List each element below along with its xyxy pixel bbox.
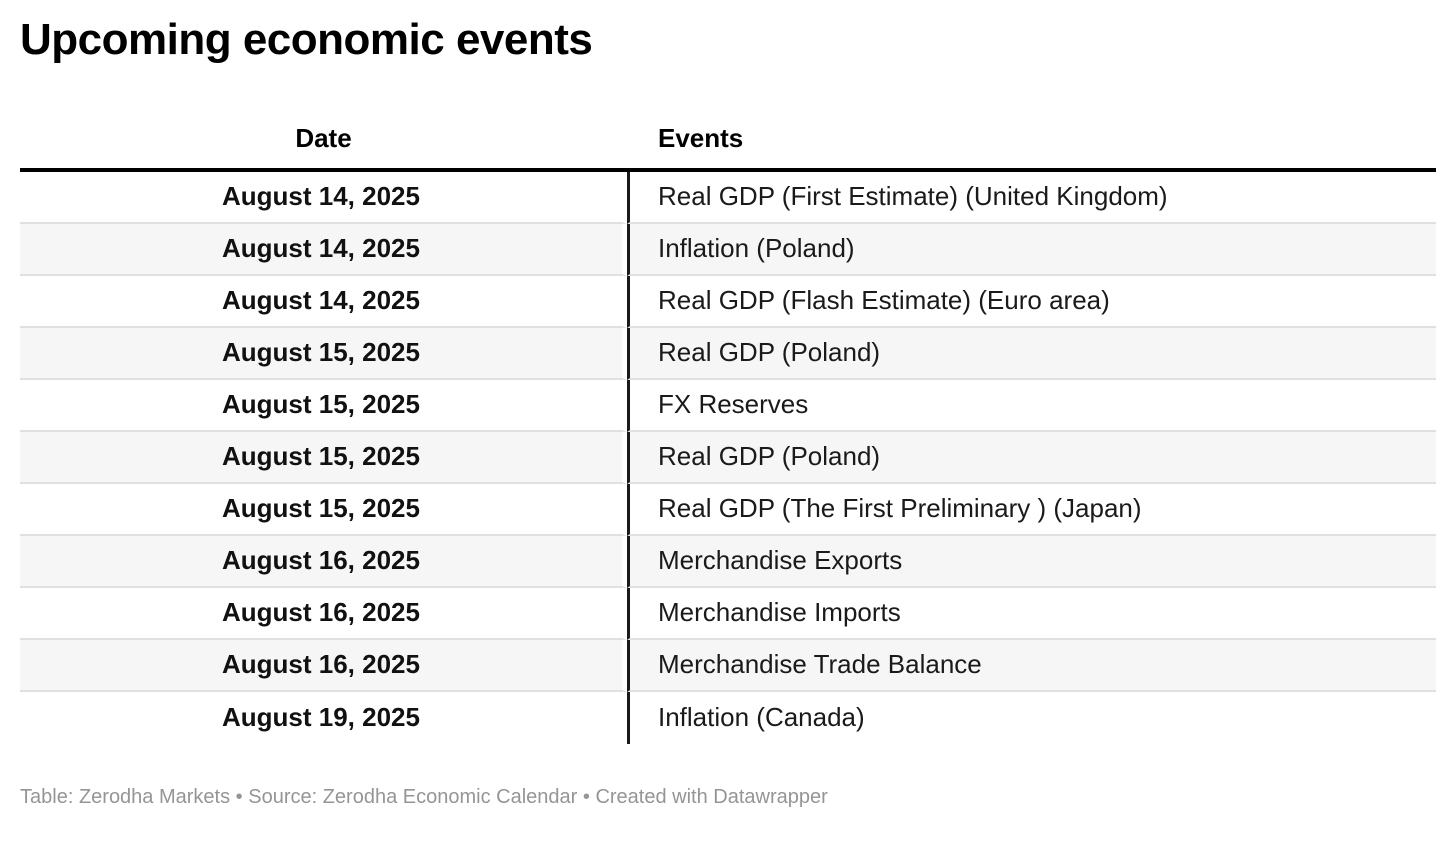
- header-rule: [20, 167, 1436, 172]
- page-title: Upcoming economic events: [20, 15, 593, 64]
- date-cell: August 16, 2025: [20, 639, 627, 692]
- event-cell: Merchandise Trade Balance: [627, 639, 1436, 692]
- date-cell: August 14, 2025: [20, 171, 627, 224]
- events-table-wrap: Date Events August 14, 2025 Real GDP (Fir…: [20, 110, 1436, 744]
- table-credit-link[interactable]: Zerodha Markets: [78, 785, 231, 808]
- date-cell: August 16, 2025: [20, 535, 627, 588]
- date-cell: August 14, 2025: [20, 275, 627, 328]
- events-table: August 14, 2025 Real GDP (First Estimate)…: [20, 171, 1436, 744]
- footer-separator: •: [577, 785, 596, 808]
- page-container: Upcoming economic events Date Events Aug…: [0, 14, 1456, 810]
- event-cell: Inflation (Poland): [627, 223, 1436, 276]
- event-cell: Merchandise Exports: [627, 535, 1436, 588]
- table-row: August 14, 2025 Real GDP (First Estimate)…: [20, 171, 1436, 224]
- date-cell: August 15, 2025: [20, 483, 627, 536]
- table-row: August 14, 2025 Real GDP (Flash Estimate)…: [20, 275, 1436, 328]
- table-row: August 16, 2025 Merchandise Imports: [20, 587, 1436, 640]
- table-row: August 15, 2025 Real GDP (The First Preli…: [20, 483, 1436, 536]
- date-cell: August 14, 2025: [20, 223, 627, 276]
- table-row: August 16, 2025 Merchandise Exports: [20, 535, 1436, 588]
- datawrapper-credit-link[interactable]: Created with Datawrapper: [595, 785, 828, 808]
- event-cell: Real GDP (Poland): [627, 431, 1436, 484]
- event-cell: Inflation (Canada): [627, 691, 1436, 744]
- source-credit-link[interactable]: Zerodha Economic Calendar: [322, 785, 578, 808]
- date-cell: August 19, 2025: [20, 691, 627, 744]
- column-header-events: Events: [658, 123, 744, 154]
- date-cell: August 15, 2025: [20, 431, 627, 484]
- event-cell: Real GDP (The First Preliminary ) (Japan…: [627, 483, 1436, 536]
- table-row: August 16, 2025 Merchandise Trade Balance: [20, 639, 1436, 692]
- attribution-footer: Table: Zerodha Markets • Source: Zerodha…: [20, 784, 1436, 810]
- date-cell: August 15, 2025: [20, 379, 627, 432]
- event-cell: Merchandise Imports: [627, 587, 1436, 640]
- event-cell: Real GDP (Flash Estimate) (Euro area): [627, 275, 1436, 328]
- date-cell: August 16, 2025: [20, 587, 627, 640]
- footer-separator: •: [230, 785, 249, 808]
- table-credit-label: Table:: [20, 785, 79, 808]
- event-cell: FX Reserves: [627, 379, 1436, 432]
- table-row: August 15, 2025 Real GDP (Poland): [20, 431, 1436, 484]
- table-row: August 15, 2025 Real GDP (Poland): [20, 327, 1436, 380]
- table-body: August 14, 2025 Real GDP (First Estimate)…: [20, 171, 1436, 744]
- table-row: August 15, 2025 FX Reserves: [20, 379, 1436, 432]
- table-column-headers: Date Events: [20, 110, 1436, 168]
- column-header-date: Date: [295, 123, 352, 154]
- source-label: Source:: [248, 785, 323, 808]
- table-row: August 14, 2025 Inflation (Poland): [20, 223, 1436, 276]
- event-cell: Real GDP (Poland): [627, 327, 1436, 380]
- date-cell: August 15, 2025: [20, 327, 627, 380]
- table-row: August 19, 2025 Inflation (Canada): [20, 691, 1436, 744]
- event-cell: Real GDP (First Estimate) (United Kingdo…: [627, 171, 1436, 224]
